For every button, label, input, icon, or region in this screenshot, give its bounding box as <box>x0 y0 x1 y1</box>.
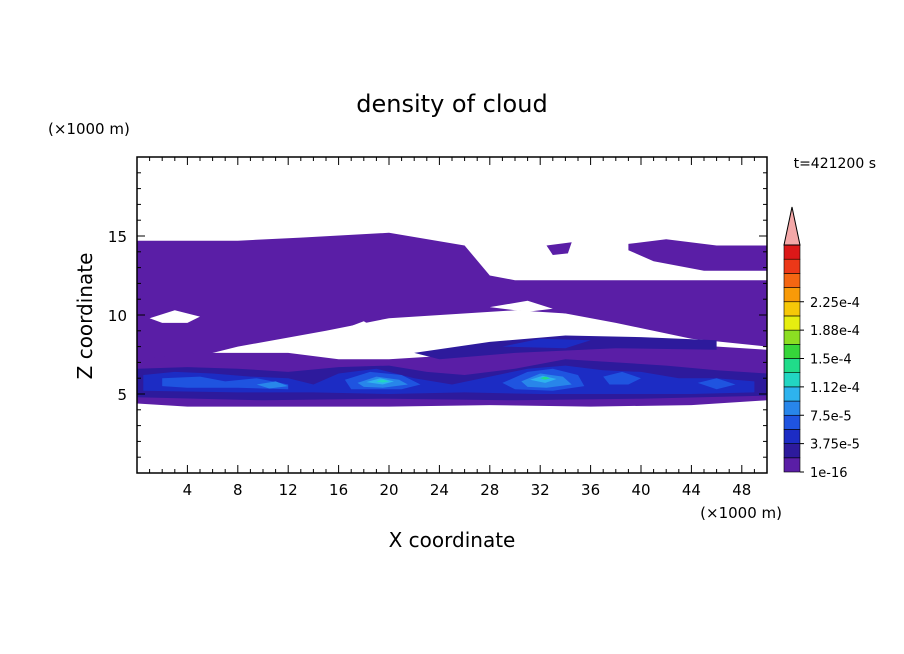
x-tick-label: 36 <box>581 481 600 499</box>
colorbar-extend-arrow <box>783 206 801 246</box>
colorbar-swatch <box>783 258 801 274</box>
colorbar-swatch <box>783 457 801 473</box>
cloud-contour-level-7 <box>540 376 551 380</box>
colorbar-swatch <box>783 244 801 260</box>
colorbar-swatch <box>783 344 801 359</box>
x-tick-label: 16 <box>329 481 348 499</box>
cloud-contour-level-3 <box>162 376 289 390</box>
cloud-contour-level-2 <box>143 365 755 394</box>
colorbar-swatch <box>783 414 801 430</box>
colorbar-label: 1.12e-4 <box>810 381 860 396</box>
cloud-contour-level-0 <box>546 242 572 255</box>
x-tick-label: 48 <box>732 481 751 499</box>
plot-area <box>137 232 767 407</box>
x-axis-label: X coordinate <box>389 528 516 552</box>
x-tick-label: 44 <box>682 481 701 499</box>
cloud-contour-level-4 <box>256 381 289 389</box>
colorbar-swatch <box>783 443 801 459</box>
x-unit-label: (×1000 m) <box>700 504 782 522</box>
x-tick-label: 28 <box>480 481 499 499</box>
time-label: t=421200 s <box>794 156 876 172</box>
cloud-contour-level-3 <box>697 378 736 390</box>
colorbar-swatch <box>783 315 801 331</box>
y-tick-label: 10 <box>108 307 127 325</box>
colorbar-swatch <box>783 329 801 345</box>
cloud-contour-level-3 <box>603 371 641 385</box>
x-tick-label: 20 <box>379 481 398 499</box>
colorbar-swatch <box>783 400 801 416</box>
x-tick-label: 4 <box>183 481 193 499</box>
x-tick-label: 24 <box>430 481 449 499</box>
y-tick-label: 15 <box>108 228 127 246</box>
colorbar-label: 1e-16 <box>810 466 848 481</box>
colorbar-swatch <box>783 287 801 303</box>
x-tick-label: 32 <box>531 481 550 499</box>
colorbar-swatch <box>783 301 801 317</box>
x-tick-label: 12 <box>279 481 298 499</box>
colorbar-label: 3.75e-5 <box>810 438 860 453</box>
colorbar-label: 2.25e-4 <box>810 296 860 311</box>
y-tick-label: 5 <box>117 386 127 404</box>
clear-air-gap <box>489 300 553 312</box>
colorbar-swatch <box>783 358 801 373</box>
cloud-contour-level-0 <box>137 232 767 371</box>
colorbar-label: 7.5e-5 <box>810 409 852 424</box>
colorbar: 1e-16 3.75e-5 7.5e-5 1.12e-4 1.5e-4 1.88e-4 2.… <box>783 206 860 481</box>
chart-title: density of cloud <box>356 90 547 118</box>
clear-air-gap <box>149 310 200 323</box>
cloud-contour-level-0 <box>628 239 767 271</box>
colorbar-swatch <box>783 386 801 402</box>
cloud-contour-level-5 <box>530 375 557 383</box>
cloud-contour-level-6 <box>376 379 389 383</box>
clear-air-gap <box>338 321 383 341</box>
colorbar-label: 1.5e-4 <box>810 353 852 368</box>
colorbar-swatch <box>783 429 801 444</box>
cloud-contour-level-0 <box>540 288 767 347</box>
colorbar-swatch <box>783 273 801 288</box>
x-tick-label: 40 <box>631 481 650 499</box>
x-tick-label: 8 <box>233 481 243 499</box>
colorbar-swatch <box>783 372 801 388</box>
y-axis-label: Z coordinate <box>73 253 97 380</box>
y-unit-label: (×1000 m) <box>48 120 130 138</box>
colorbar-label: 1.88e-4 <box>810 324 860 339</box>
cloud-contour-level-2 <box>502 338 591 349</box>
